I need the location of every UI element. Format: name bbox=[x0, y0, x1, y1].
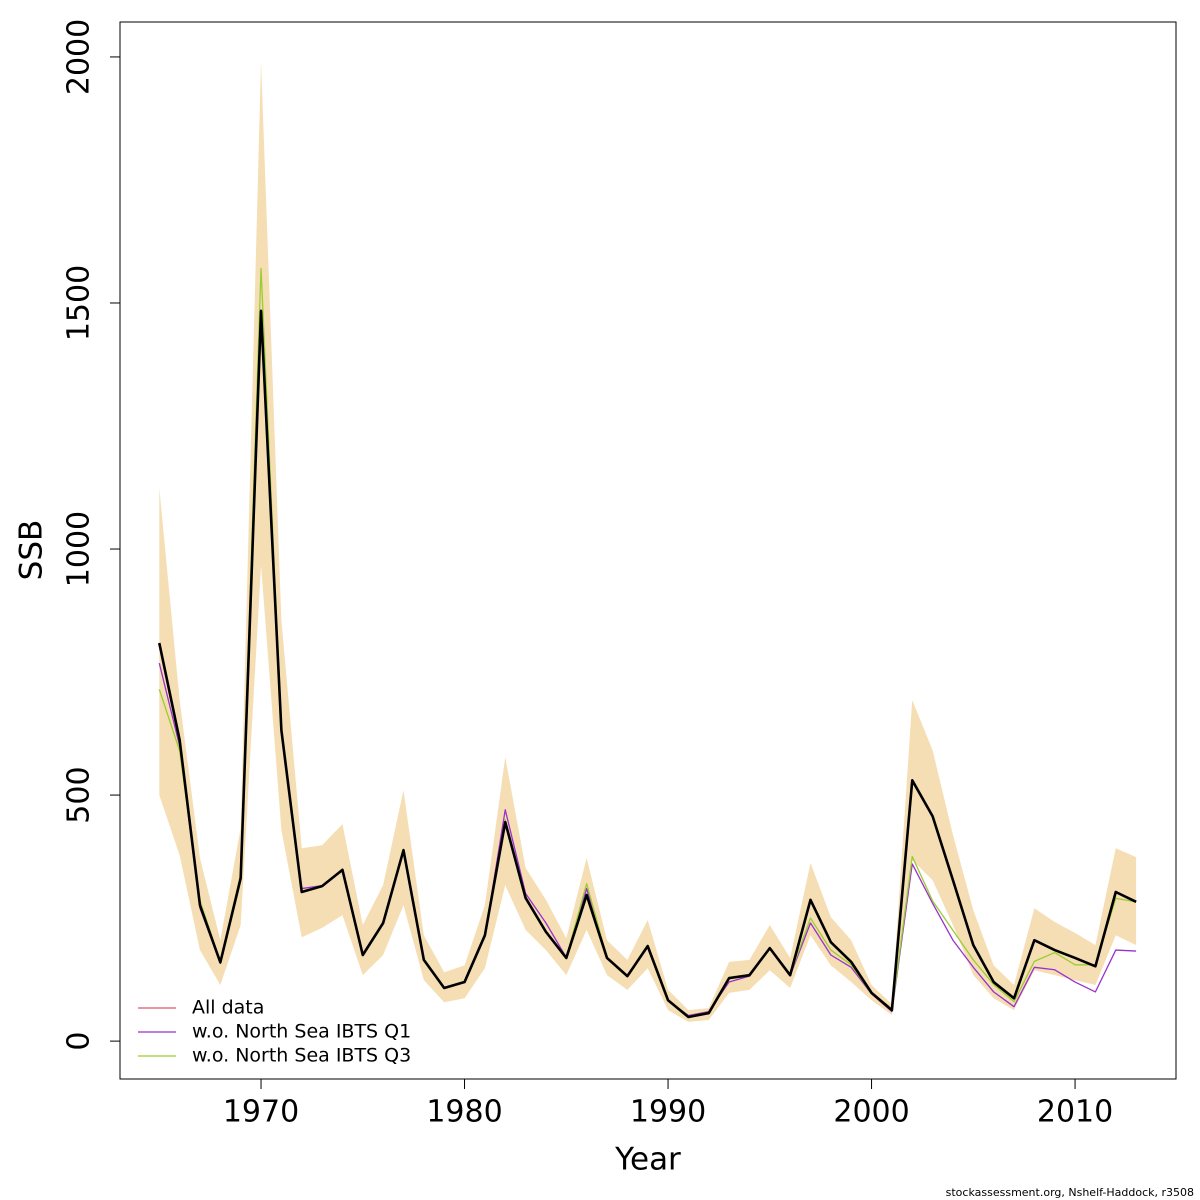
confidence-band bbox=[159, 61, 1137, 1022]
y-axis-label: SSB bbox=[14, 520, 50, 581]
credit: stockassessment.org, Nshelf-Haddock, r35… bbox=[946, 1186, 1194, 1199]
x-tick-label: 1970 bbox=[223, 1095, 299, 1130]
y-tick-label: 2000 bbox=[62, 19, 97, 95]
x-tick-label: 1980 bbox=[426, 1095, 502, 1130]
y-tick-label: 0 bbox=[62, 1032, 97, 1051]
x-tick-label: 2010 bbox=[1037, 1095, 1113, 1130]
legend-label: w.o. North Sea IBTS Q1 bbox=[192, 1021, 411, 1043]
y-tick-label: 1500 bbox=[62, 265, 97, 341]
x-tick-label: 2000 bbox=[833, 1095, 909, 1130]
y-tick-label: 500 bbox=[62, 766, 97, 823]
x-axis-label: Year bbox=[614, 1142, 681, 1178]
estimate-line bbox=[158, 309, 1137, 1019]
legend-label: All data bbox=[192, 997, 264, 1019]
plot-frame bbox=[119, 21, 1177, 1080]
legend-label: w.o. North Sea IBTS Q3 bbox=[192, 1045, 411, 1067]
x-tick-label: 1990 bbox=[630, 1095, 706, 1130]
y-tick-label: 1000 bbox=[62, 511, 97, 587]
